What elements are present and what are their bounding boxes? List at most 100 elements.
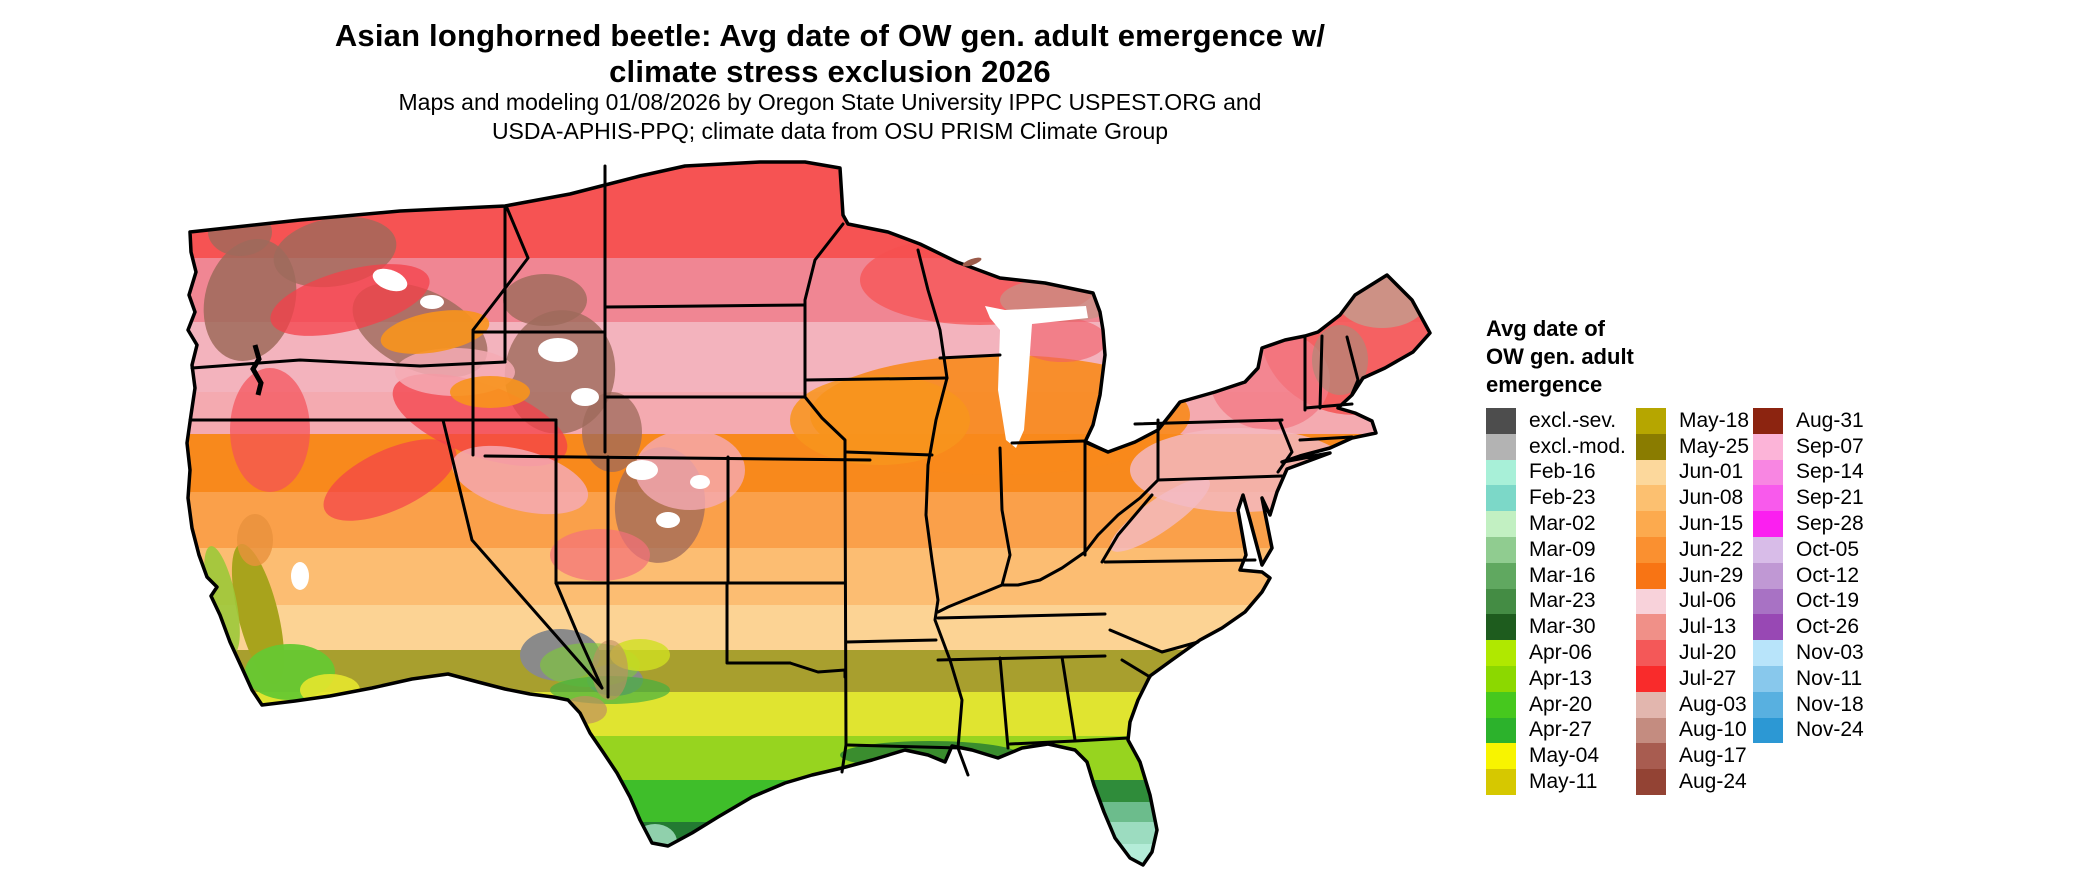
legend-label: Apr-20 <box>1529 692 1593 716</box>
legend-label: Oct-19 <box>1796 589 1860 613</box>
legend-label: Jul-27 <box>1679 666 1737 690</box>
legend-entry-oct-05: Oct-05 <box>1753 536 1893 563</box>
legend-swatch <box>1753 459 1783 486</box>
legend-swatch <box>1636 691 1666 718</box>
legend-swatch <box>1636 485 1666 512</box>
legend-swatch <box>1753 562 1783 589</box>
legend-label: Mar-09 <box>1529 537 1596 561</box>
legend-entry-feb-16: Feb-16 <box>1486 459 1636 486</box>
legend-label: Mar-23 <box>1529 589 1596 613</box>
legend-entry-apr-13: Apr-13 <box>1486 665 1636 692</box>
legend-swatch <box>1636 588 1666 615</box>
legend-entry-apr-27: Apr-27 <box>1486 717 1636 744</box>
legend-swatch <box>1636 408 1666 434</box>
legend-label: May-11 <box>1529 770 1598 794</box>
map-subtitle: Maps and modeling 01/08/2026 by Oregon S… <box>150 88 1510 146</box>
legend-entry-may-18: May-18 <box>1636 408 1753 434</box>
legend-label: Jun-22 <box>1679 537 1744 561</box>
legend-swatch <box>1636 665 1666 692</box>
legend-label: May-04 <box>1529 744 1600 768</box>
legend-swatch <box>1486 614 1516 641</box>
legend-label: Jun-08 <box>1679 486 1744 510</box>
legend-label: Sep-21 <box>1796 486 1864 510</box>
legend-entry-mar-09: Mar-09 <box>1486 536 1636 563</box>
legend-swatch <box>1753 433 1783 460</box>
legend-label: Jul-20 <box>1679 641 1737 665</box>
legend-entry-oct-19: Oct-19 <box>1753 588 1893 615</box>
legend-swatch <box>1753 588 1783 615</box>
legend-label: Aug-10 <box>1679 718 1747 742</box>
legend-swatch <box>1636 769 1666 795</box>
legend-label: excl.-sev. <box>1529 408 1617 432</box>
legend-label: Jun-29 <box>1679 563 1744 587</box>
legend-swatch <box>1636 717 1666 744</box>
legend-swatch <box>1636 743 1666 770</box>
legend-swatch <box>1636 562 1666 589</box>
legend-entry-mar-02: Mar-02 <box>1486 511 1636 537</box>
legend-label: Apr-27 <box>1529 718 1593 742</box>
legend-swatch <box>1753 640 1783 666</box>
puget-sound-water <box>250 344 264 396</box>
legend-swatch <box>1486 691 1516 718</box>
legend-entry-jul-27: Jul-27 <box>1636 665 1753 692</box>
isle-royale <box>962 257 982 267</box>
legend-entry-jul-20: Jul-20 <box>1636 640 1753 666</box>
legend-label: Jul-06 <box>1679 589 1737 613</box>
legend-label: Oct-26 <box>1796 615 1860 639</box>
legend-swatch <box>1486 433 1516 460</box>
legend-entry-apr-20: Apr-20 <box>1486 691 1636 718</box>
legend-swatch <box>1753 614 1783 641</box>
legend-label: Jun-15 <box>1679 512 1744 536</box>
us-coastline-outline <box>185 160 1432 867</box>
legend-entry-sep-14: Sep-14 <box>1753 459 1893 486</box>
legend-label: Apr-13 <box>1529 666 1593 690</box>
legend-entry-nov-11: Nov-11 <box>1753 665 1893 692</box>
map-subtitle-line1: Maps and modeling 01/08/2026 by Oregon S… <box>398 89 1262 115</box>
legend-entry-mar-30: Mar-30 <box>1486 614 1636 641</box>
map-title-line1: Asian longhorned beetle: Avg date of OW … <box>334 18 1326 53</box>
legend-swatch <box>1753 665 1783 692</box>
legend-label: Feb-23 <box>1529 486 1596 510</box>
legend-entry-sep-28: Sep-28 <box>1753 511 1893 537</box>
legend-entry-mar-23: Mar-23 <box>1486 588 1636 615</box>
legend-column-1: excl.-sev. excl.-mod. Feb-16 Feb-23 Mar-02 Ma… <box>1486 408 1636 795</box>
legend-entry-may-04: May-04 <box>1486 743 1636 770</box>
legend-entry-apr-06: Apr-06 <box>1486 640 1636 666</box>
legend-entry-jun-15: Jun-15 <box>1636 511 1753 537</box>
legend-swatch <box>1753 408 1783 434</box>
state-borders <box>188 164 1360 777</box>
legend-entry-may-11: May-11 <box>1486 769 1636 795</box>
legend-swatch <box>1486 640 1516 666</box>
legend-label: Oct-05 <box>1796 537 1860 561</box>
legend-swatch <box>1636 459 1666 486</box>
legend-entry-excl-sev-: excl.-sev. <box>1486 408 1636 434</box>
legend-entry-jun-01: Jun-01 <box>1636 459 1753 486</box>
legend-swatch <box>1486 511 1516 537</box>
legend-title-line1: Avg date of <box>1486 316 1605 341</box>
legend-entry-nov-03: Nov-03 <box>1753 640 1893 666</box>
legend-entry-nov-18: Nov-18 <box>1753 691 1893 718</box>
legend-label: Feb-16 <box>1529 460 1596 484</box>
legend-label: Jul-13 <box>1679 615 1737 639</box>
legend-label: Aug-17 <box>1679 744 1747 768</box>
legend-entry-aug-17: Aug-17 <box>1636 743 1753 770</box>
legend-entry-sep-07: Sep-07 <box>1753 433 1893 460</box>
legend-label: Apr-06 <box>1529 641 1593 665</box>
legend-label: Nov-03 <box>1796 641 1864 665</box>
map-title-line2: climate stress exclusion 2026 <box>609 54 1051 89</box>
legend-swatch <box>1636 536 1666 563</box>
legend-label: Mar-16 <box>1529 563 1596 587</box>
legend-entry-sep-21: Sep-21 <box>1753 485 1893 512</box>
legend-label: Sep-07 <box>1796 434 1864 458</box>
legend-label: Mar-02 <box>1529 512 1596 536</box>
legend-column-3: Aug-31 Sep-07 Sep-14 Sep-21 Sep-28 Oct-05 Oct-… <box>1753 408 1893 795</box>
legend-title-line3: emergence <box>1486 372 1603 397</box>
legend-swatch <box>1486 459 1516 486</box>
legend-entry-jun-29: Jun-29 <box>1636 562 1753 589</box>
legend-label: Aug-24 <box>1679 770 1747 794</box>
legend-swatch <box>1486 562 1516 589</box>
legend-swatch <box>1753 717 1783 744</box>
legend-entry-feb-23: Feb-23 <box>1486 485 1636 512</box>
legend-label: Aug-03 <box>1679 692 1747 716</box>
